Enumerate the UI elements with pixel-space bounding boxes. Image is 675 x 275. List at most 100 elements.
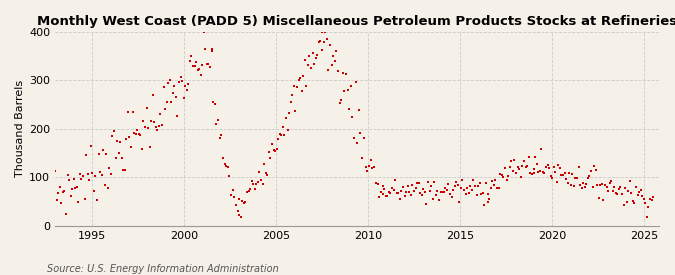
Point (350, 80, 361, 84)
Point (441, 188, 452, 192)
Point (495, 172, 506, 176)
Point (136, 146, 147, 151)
Point (385, 191, 396, 195)
Point (146, 119, 157, 123)
Point (246, 179, 257, 183)
Point (127, 110, 138, 114)
Point (584, 174, 595, 178)
Point (158, 84, 169, 89)
Point (485, 186, 496, 190)
Point (556, 172, 567, 177)
Point (163, 81, 173, 85)
Point (85, 144, 96, 148)
Point (614, 187, 624, 191)
Point (197, 63, 208, 67)
Point (257, 182, 268, 186)
Point (74, 172, 85, 176)
Point (321, 37, 332, 42)
Point (261, 171, 271, 175)
Point (481, 181, 491, 186)
Point (205, 65, 215, 70)
Point (190, 60, 201, 65)
Point (214, 136, 225, 140)
Point (333, 69, 344, 73)
Point (506, 159, 517, 163)
Point (645, 197, 655, 201)
Point (389, 178, 400, 182)
Point (564, 171, 574, 175)
Point (369, 165, 379, 169)
Point (381, 194, 392, 198)
Point (574, 183, 585, 188)
Point (528, 167, 539, 171)
Point (338, 71, 348, 75)
Point (637, 194, 647, 199)
Point (103, 186, 113, 191)
Point (189, 64, 200, 68)
Point (429, 180, 439, 184)
Point (198, 30, 209, 34)
Point (586, 169, 597, 173)
Point (348, 136, 359, 141)
Point (147, 93, 158, 97)
Point (545, 174, 556, 178)
Point (365, 157, 376, 162)
Point (410, 186, 421, 191)
Point (249, 187, 260, 191)
Point (496, 173, 507, 177)
Point (612, 192, 623, 196)
Point (629, 201, 640, 205)
Point (81, 153, 92, 157)
Point (236, 214, 246, 219)
Point (493, 186, 504, 191)
Point (51, 198, 62, 203)
Point (186, 54, 197, 58)
Point (382, 194, 393, 198)
Point (470, 184, 481, 189)
Point (346, 83, 356, 88)
Point (387, 186, 398, 190)
Point (347, 114, 358, 119)
Point (593, 196, 604, 200)
Point (76, 177, 87, 181)
Point (328, 54, 339, 59)
Point (252, 180, 263, 184)
Text: Source: U.S. Energy Information Administration: Source: U.S. Energy Information Administ… (47, 264, 279, 274)
Point (566, 183, 576, 187)
Point (427, 197, 438, 201)
Point (601, 185, 612, 189)
Point (628, 199, 639, 203)
Point (551, 180, 562, 185)
Point (479, 203, 490, 207)
Point (173, 79, 184, 84)
Point (222, 165, 233, 169)
Point (97, 173, 107, 178)
Point (641, 215, 652, 219)
Point (503, 174, 514, 178)
Point (437, 190, 448, 194)
Point (195, 73, 206, 78)
Point (476, 191, 487, 196)
Point (206, 46, 217, 51)
Point (176, 75, 186, 79)
Point (458, 188, 469, 192)
Point (290, 109, 301, 113)
Point (396, 189, 407, 194)
Point (626, 191, 637, 195)
Point (457, 178, 468, 182)
Title: Monthly West Coast (PADD 5) Miscellaneous Petroleum Products Stocks at Refinerie: Monthly West Coast (PADD 5) Miscellaneou… (37, 15, 675, 28)
Point (172, 114, 183, 119)
Point (140, 125, 151, 130)
Point (63, 178, 74, 182)
Point (320, 30, 331, 34)
Point (299, 58, 310, 62)
Point (572, 176, 583, 181)
Point (301, 84, 312, 88)
Point (456, 185, 466, 190)
Point (379, 186, 389, 191)
Point (445, 191, 456, 196)
Point (570, 176, 581, 180)
Point (254, 170, 265, 175)
Point (217, 156, 228, 160)
Point (398, 185, 408, 189)
